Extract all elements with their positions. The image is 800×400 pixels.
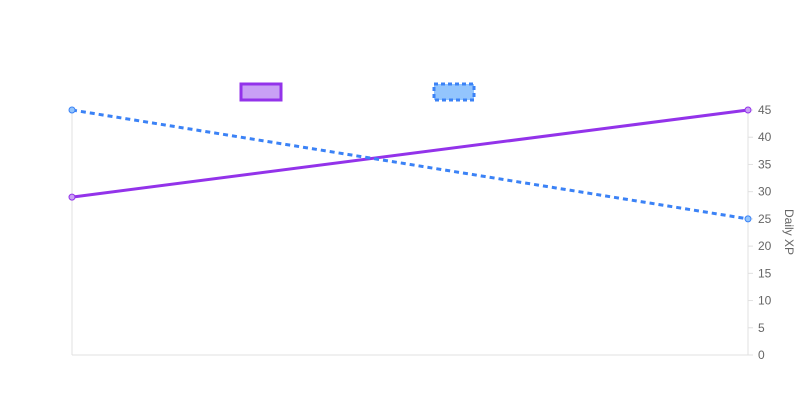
data-point[interactable] xyxy=(68,193,76,201)
y-tick-label: 25 xyxy=(758,212,772,226)
axes xyxy=(71,110,749,356)
y-tick-label: 0 xyxy=(758,348,765,362)
data-point[interactable] xyxy=(68,106,76,114)
y-tick-label: 10 xyxy=(758,294,772,308)
y-tick-label: 5 xyxy=(758,321,765,335)
legend-swatch-2[interactable] xyxy=(432,82,476,102)
legend-swatch-1[interactable] xyxy=(239,82,283,102)
y-axis-title: Daily XP xyxy=(782,209,796,255)
y-tick-label: 35 xyxy=(758,157,772,171)
y-tick-label: 45 xyxy=(758,103,772,117)
y-tick-label: 30 xyxy=(758,185,772,199)
legend xyxy=(239,82,476,102)
y-ticks: 0 5 10 15 20 25 30 35 40 45 xyxy=(748,103,772,362)
series-line-1 xyxy=(71,108,749,199)
y-tick-label: 15 xyxy=(758,266,772,280)
y-tick-label: 40 xyxy=(758,130,772,144)
series-group xyxy=(68,106,752,223)
y-tick-label: 20 xyxy=(758,239,772,253)
data-point[interactable] xyxy=(744,106,752,114)
data-point[interactable] xyxy=(744,215,752,223)
series-line-2 xyxy=(71,108,749,221)
